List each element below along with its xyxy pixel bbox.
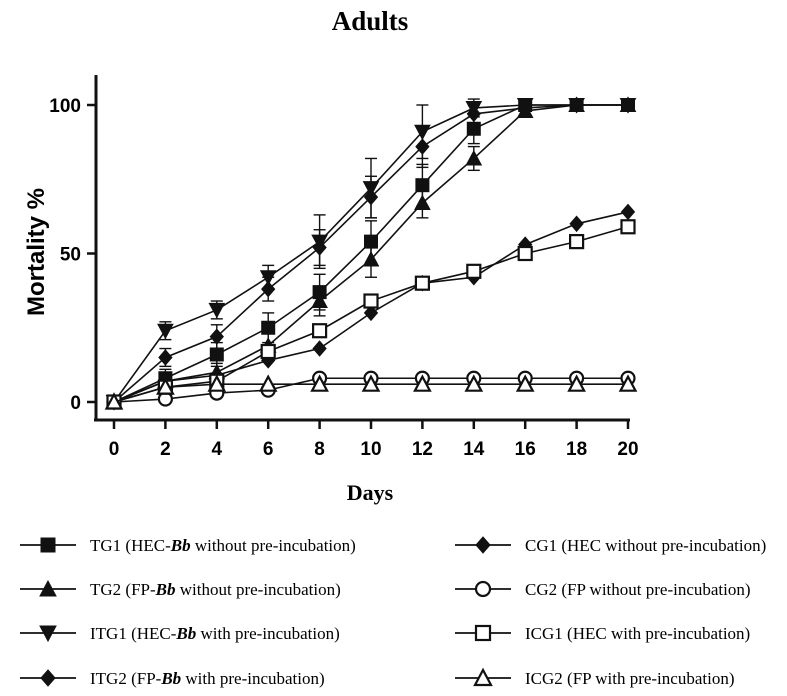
legend-marker-tg2 <box>39 579 57 597</box>
data-point-icg2 <box>413 374 432 392</box>
data-point-itg2 <box>209 328 224 345</box>
data-point-tg1 <box>261 320 276 335</box>
data-point-itg2 <box>261 280 276 298</box>
legend-item-itg2: ITG2 (FP-Bb with pre-incubation) <box>20 669 325 688</box>
legend-marker-icg1 <box>474 624 492 642</box>
legend-marker-cg1 <box>475 536 491 554</box>
data-point-tg2 <box>414 194 431 211</box>
plot-area: 0 2 4 6 8 10 12 14 16 18 20 0 50 100 <box>49 75 639 460</box>
data-point-icg1 <box>260 343 276 360</box>
data-point-tg1 <box>466 121 481 136</box>
data-point-tg2 <box>465 149 483 166</box>
y-tick-label: 50 <box>60 245 81 266</box>
data-point-icg2 <box>361 374 381 392</box>
y-axis-title: Mortality % <box>23 188 50 316</box>
legend-label-itg1: ITG1 (HEC-Bb with pre-incubation) <box>90 624 340 643</box>
legend-marker-tg1 <box>40 537 56 553</box>
data-point-itg2 <box>158 349 173 366</box>
data-point-itg1 <box>208 302 226 319</box>
series-icg2 <box>104 374 638 410</box>
x-tick-label: 2 <box>160 439 171 460</box>
data-point-itg2 <box>415 138 430 155</box>
x-tick-label: 0 <box>109 439 120 460</box>
legend-item-icg1: ICG1 (HEC with pre-incubation) <box>455 624 750 643</box>
y-tick-label: 0 <box>70 393 81 414</box>
data-point-tg2 <box>362 250 380 267</box>
x-tick-label: 18 <box>566 439 587 460</box>
data-point-icg1 <box>414 275 430 291</box>
legend-item-cg2: CG2 (FP without pre-incubation) <box>455 580 751 599</box>
data-point-itg2 <box>312 239 327 256</box>
data-point-cg1 <box>363 304 379 322</box>
x-tick-label: 8 <box>314 439 325 460</box>
data-point-icg2 <box>618 374 638 392</box>
chart-title: Adults <box>332 6 409 36</box>
legend-item-icg2: ICG2 (FP with pre-incubation) <box>455 667 734 688</box>
data-point-icg1 <box>466 263 482 279</box>
data-point-itg2 <box>363 188 379 206</box>
data-point-icg2 <box>464 374 484 392</box>
data-point-cg1 <box>312 340 327 357</box>
legend-item-cg1: CG1 (HEC without pre-incubation) <box>455 536 766 555</box>
data-point-cg1 <box>620 203 636 221</box>
legend-item-itg1: ITG1 (HEC-Bb with pre-incubation) <box>20 624 340 643</box>
x-tick-label: 4 <box>212 439 223 460</box>
x-tick-label: 12 <box>412 439 433 460</box>
data-point-icg2 <box>258 374 278 392</box>
data-point-cg1 <box>569 215 584 233</box>
data-point-icg1 <box>363 293 379 309</box>
legend-item-tg1: TG1 (HEC-Bb without pre-incubation) <box>20 536 356 555</box>
legend-label-itg2: ITG2 (FP-Bb with pre-incubation) <box>90 669 325 688</box>
data-point-itg2 <box>569 96 584 114</box>
legend-marker-itg2 <box>40 669 56 687</box>
legend-label-cg1: CG1 (HEC without pre-incubation) <box>525 536 766 555</box>
legend-marker-cg2 <box>474 580 492 598</box>
x-tick-label: 16 <box>515 439 536 460</box>
legend-marker-icg2 <box>473 667 493 687</box>
data-point-icg2 <box>104 392 124 410</box>
legend-label-tg2: TG2 (FP-Bb without pre-incubation) <box>90 580 341 599</box>
legend-marker-itg1 <box>39 625 57 643</box>
data-point-icg2 <box>207 374 227 392</box>
legend-label-cg2: CG2 (FP without pre-incubation) <box>525 580 751 599</box>
data-point-icg2 <box>567 374 586 392</box>
x-tick-label: 20 <box>617 439 638 460</box>
data-point-itg1 <box>157 323 174 340</box>
legend-item-tg2: TG2 (FP-Bb without pre-incubation) <box>20 579 341 599</box>
data-point-icg2 <box>310 374 329 392</box>
x-axis-title: Days <box>347 480 394 505</box>
data-point-icg1 <box>312 323 328 339</box>
y-tick-label: 100 <box>49 96 81 117</box>
legend-label-icg2: ICG2 (FP with pre-incubation) <box>525 669 734 688</box>
data-point-icg1 <box>568 234 585 250</box>
legend-label-tg1: TG1 (HEC-Bb without pre-incubation) <box>90 536 356 555</box>
series-tg2 <box>105 96 637 409</box>
legend: TG1 (HEC-Bb without pre-incubation) TG2 (… <box>20 536 766 688</box>
data-point-itg2 <box>466 105 481 123</box>
data-point-itg2 <box>620 96 636 114</box>
x-tick-label: 14 <box>463 439 485 460</box>
data-point-tg1 <box>209 347 224 362</box>
x-tick-label: 6 <box>263 439 274 460</box>
data-point-icg2 <box>156 377 175 395</box>
data-point-tg2 <box>311 292 328 309</box>
data-point-icg1 <box>517 245 533 262</box>
data-point-itg2 <box>518 99 533 117</box>
data-point-icg1 <box>620 219 636 235</box>
x-tick-label: 10 <box>360 439 381 460</box>
data-point-icg2 <box>515 374 535 392</box>
legend-label-icg1: ICG1 (HEC with pre-incubation) <box>525 624 750 643</box>
